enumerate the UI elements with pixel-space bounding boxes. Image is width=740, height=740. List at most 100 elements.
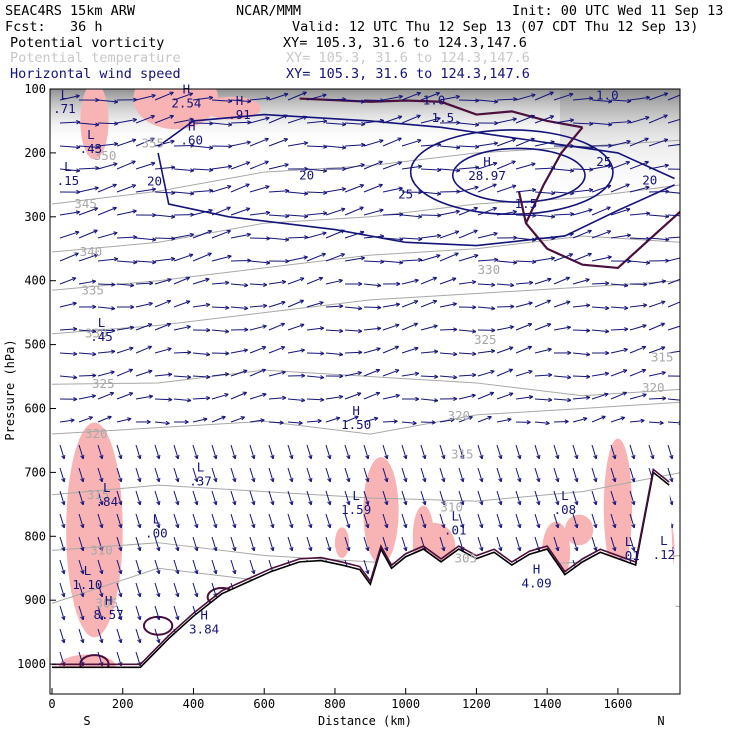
wind-vector xyxy=(135,536,141,552)
wind-vector xyxy=(534,467,540,483)
wind-vector-head xyxy=(209,188,214,193)
wind-vector xyxy=(496,305,515,308)
wind-vector xyxy=(268,138,288,147)
wind-vector xyxy=(154,300,171,308)
wind-vector xyxy=(78,280,96,285)
extremum-kind-label: H xyxy=(483,154,491,169)
extremum-value-label: .01 xyxy=(444,523,467,538)
wind-vector-head xyxy=(205,352,211,357)
x-tick-label: 800 xyxy=(324,697,346,711)
wind-vector xyxy=(610,467,616,483)
wind-vector xyxy=(420,300,437,308)
high-pv-patch xyxy=(603,438,633,577)
wind-vector-head xyxy=(441,477,446,483)
wind-vector-head xyxy=(460,454,465,460)
wind-vector-head xyxy=(378,160,383,165)
wind-vector xyxy=(648,92,668,101)
wind-vector-head xyxy=(605,305,610,311)
wind-vector xyxy=(268,371,286,377)
wind-vector-head xyxy=(156,592,161,598)
wind-vector xyxy=(382,513,388,529)
wind-vector xyxy=(97,536,103,552)
wind-vector-head xyxy=(113,162,118,167)
wind-vector xyxy=(306,536,312,552)
wind-vector xyxy=(458,229,478,239)
wind-vector-head xyxy=(394,369,400,374)
wind-vector xyxy=(382,345,399,354)
wind-vector xyxy=(249,559,255,575)
isentrope-label: 340 xyxy=(80,244,103,259)
wind-vector xyxy=(572,122,594,125)
extremum-kind-label: L xyxy=(98,315,106,330)
y-tick-label: 100 xyxy=(24,82,46,96)
wind-vector-head xyxy=(536,477,541,483)
wind-vector-head xyxy=(281,370,286,375)
wind-vector xyxy=(230,490,236,506)
wind-vector-head xyxy=(232,569,237,575)
y-tick-label: 700 xyxy=(24,465,46,479)
wind-vector xyxy=(59,231,80,239)
pv-contour xyxy=(299,97,583,129)
wind-vector xyxy=(439,467,445,483)
extremum-kind-label: L xyxy=(197,459,205,474)
wind-vector-head xyxy=(547,277,552,282)
wind-vector-head xyxy=(416,91,421,96)
field-theta-xy: XY= 105.3, 31.6 to 124.3,147.6 xyxy=(286,50,530,66)
wind-vector-head xyxy=(167,347,172,352)
wind-vector xyxy=(154,605,160,621)
wind-vector xyxy=(211,165,232,170)
isentrope xyxy=(51,235,680,291)
wind-vector-head xyxy=(527,345,533,350)
wind-vector-head xyxy=(640,418,645,424)
wind-vector xyxy=(287,467,293,483)
wind-vector-head xyxy=(547,347,552,352)
wind-vector-head xyxy=(684,142,688,145)
wind-vector-head xyxy=(494,257,499,262)
wind-vector-head xyxy=(567,350,572,356)
wind-vector-head xyxy=(225,351,230,356)
wind-vector xyxy=(515,189,536,193)
wind-vector-head xyxy=(147,345,153,350)
wind-vector-head xyxy=(527,322,533,328)
wind-vector-head xyxy=(612,500,617,506)
wind-vector xyxy=(534,91,554,101)
wind-vector xyxy=(173,513,179,529)
wind-vector-head xyxy=(585,395,591,400)
wind-vector-head xyxy=(151,93,156,99)
wind-vector-head xyxy=(175,500,180,506)
wind-vector-head xyxy=(270,500,275,506)
extremum-kind-label: L xyxy=(103,480,111,495)
wind-vector xyxy=(230,416,245,423)
wind-vector-head xyxy=(475,144,480,150)
wind-vector-head xyxy=(61,523,66,529)
isentrope-label: 320 xyxy=(642,380,665,395)
wind-vector xyxy=(534,167,555,170)
wind-vector-head xyxy=(587,229,592,234)
wind-vector xyxy=(78,605,84,621)
wind-vector xyxy=(135,444,141,460)
wind-vector-head xyxy=(356,392,362,397)
wind-vector xyxy=(496,490,502,506)
wind-vector-head xyxy=(303,255,308,260)
wind-vector-head xyxy=(171,190,176,196)
wind-vector-head xyxy=(422,477,427,483)
wind-vector-head xyxy=(627,119,632,124)
wind-vector xyxy=(306,94,327,101)
wind-vector xyxy=(344,329,362,332)
wind-vector-head xyxy=(289,523,294,529)
wind-vector xyxy=(496,444,502,460)
wind-vector-head xyxy=(642,393,647,398)
wind-vector-head xyxy=(491,328,496,333)
wind-vector-head xyxy=(397,137,402,142)
wind-vector-head xyxy=(437,167,442,173)
wind-vector xyxy=(515,115,535,124)
wind-vector-head xyxy=(471,329,477,334)
wind-vector-head xyxy=(436,233,442,239)
wind-vector-head xyxy=(113,141,119,147)
wind-vector-head xyxy=(509,325,514,330)
wind-vector xyxy=(477,142,498,147)
wind-vector-head xyxy=(118,615,123,621)
wind-vector-head xyxy=(169,114,174,119)
pv-contour-label: 1.5 xyxy=(432,110,455,125)
wind-vector-head xyxy=(493,161,498,167)
